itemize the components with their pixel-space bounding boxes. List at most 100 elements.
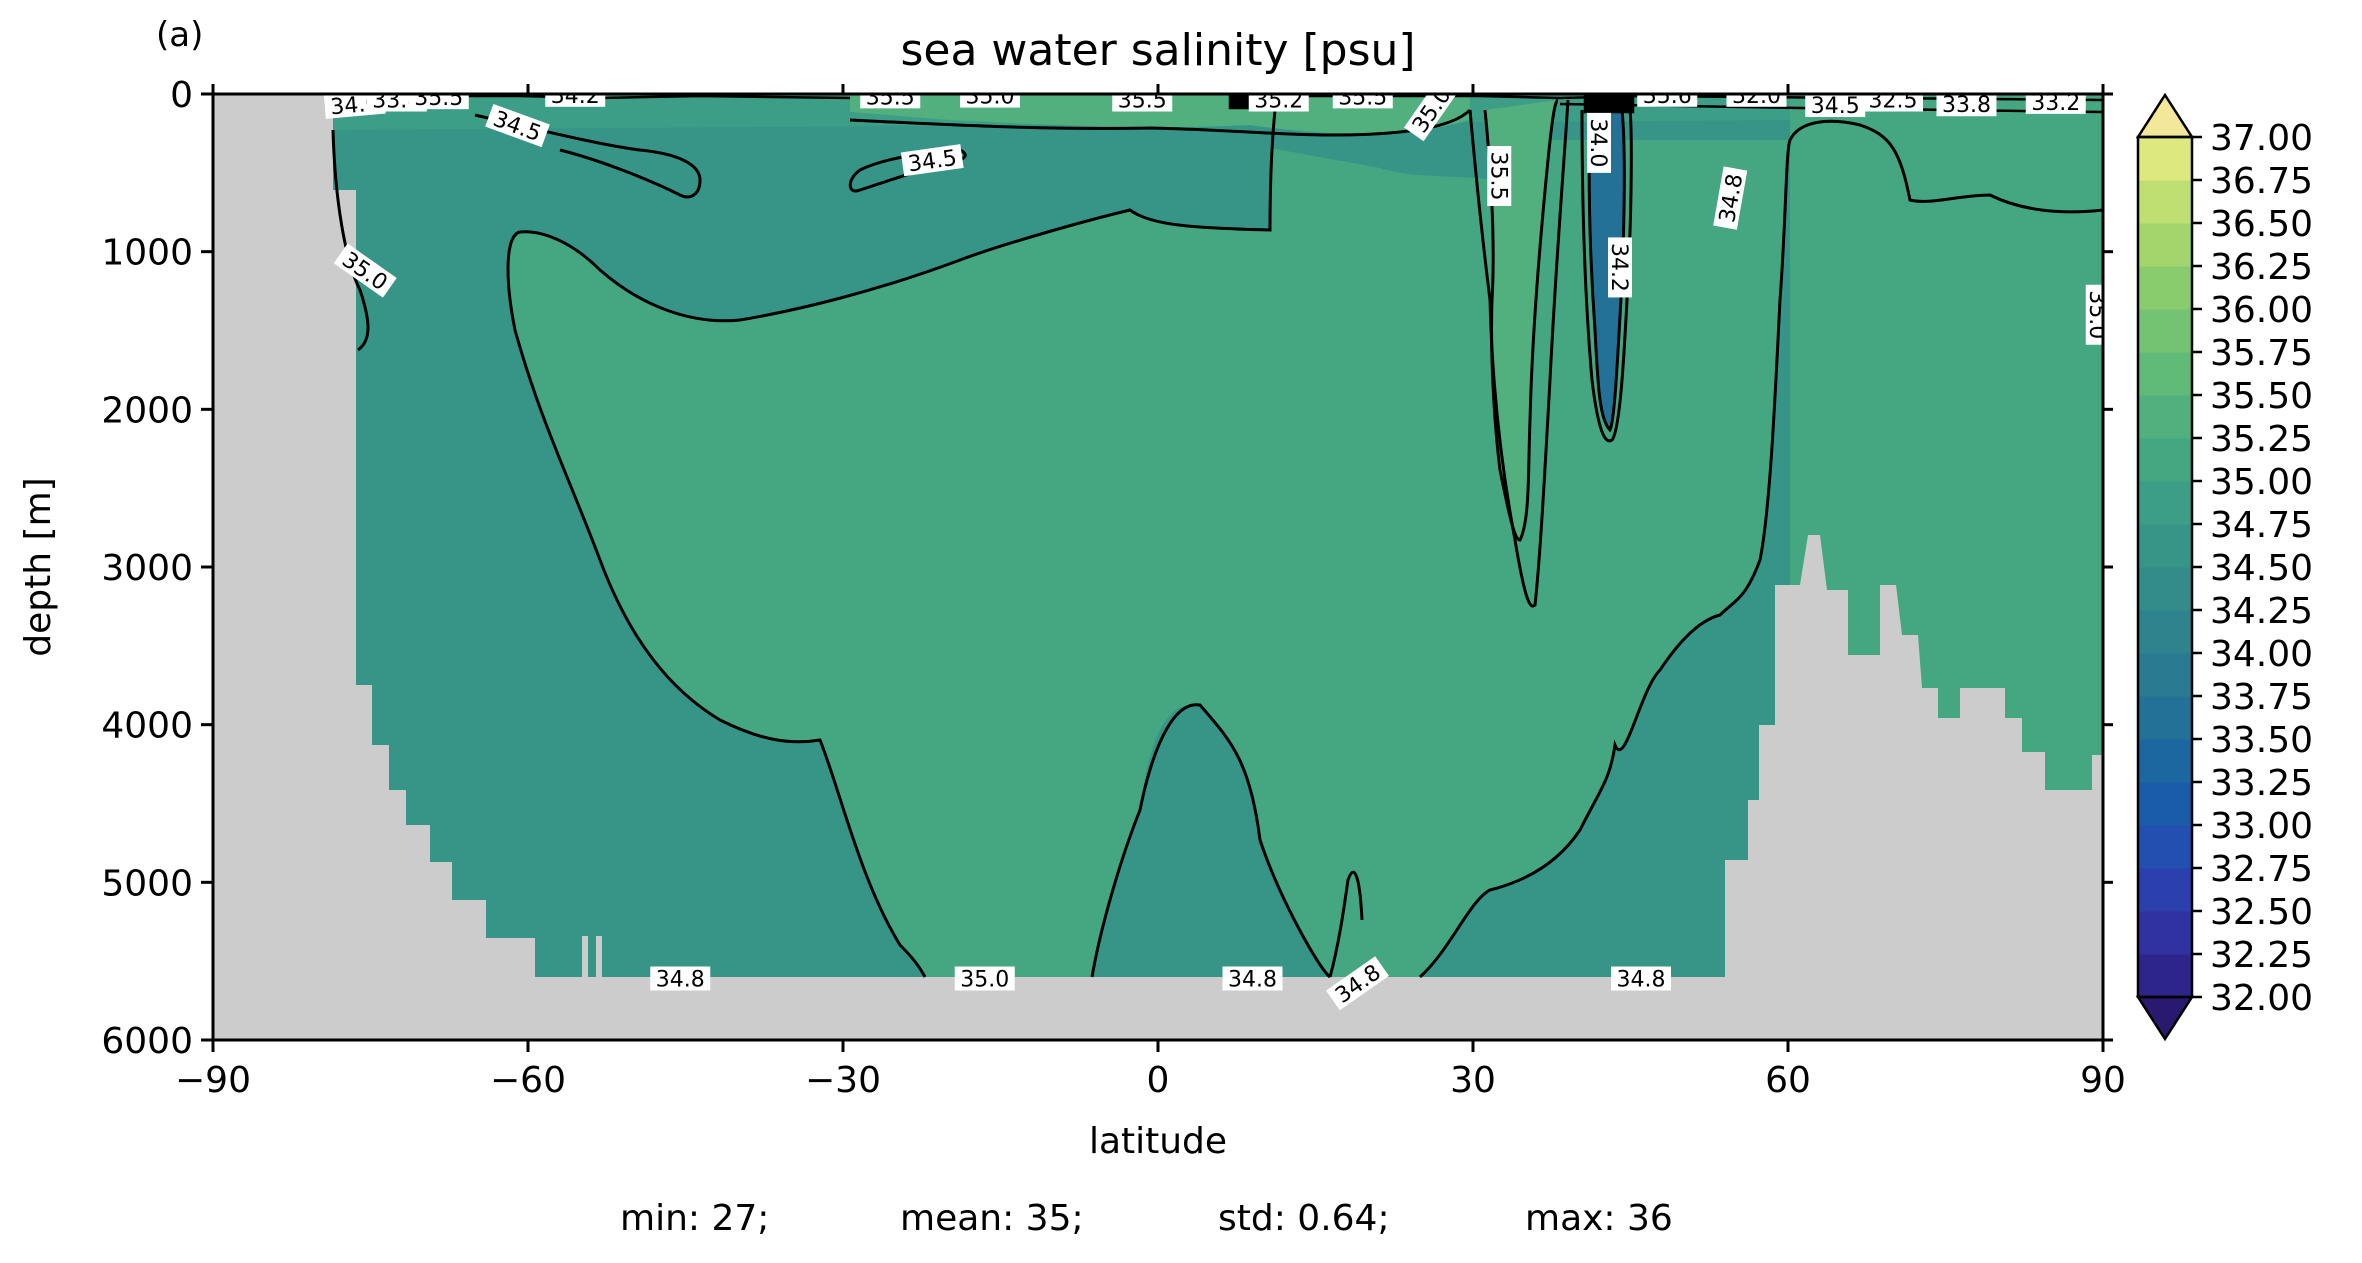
contour-label-bg	[1112, 94, 1173, 112]
contour-label-text: 35.5	[414, 86, 463, 111]
contour-34-8-equator	[1090, 703, 1332, 979]
colorbar-tick-label: 32.75	[2210, 849, 2313, 890]
x-tick-label: −30	[805, 1060, 881, 1101]
contour-label-bg	[1332, 94, 1393, 109]
colorbar-band	[2138, 567, 2192, 611]
contour-label: 34.8	[1611, 966, 1671, 993]
ocean-region-low-plume	[1589, 110, 1625, 430]
contour-lines	[331, 98, 2103, 979]
contour-label-bg	[1248, 94, 1309, 112]
colorbar: 32.0032.2532.5032.7533.0033.2533.5033.75…	[2135, 92, 2313, 1042]
contour-label-bg	[333, 243, 397, 298]
contour-label-bg	[1222, 966, 1283, 991]
colorbar-band	[2138, 911, 2192, 955]
contour-label-text: 35.2	[1254, 89, 1303, 114]
contour-label-text: 35.5	[1338, 85, 1387, 110]
contour-label-bg	[954, 966, 1015, 991]
contour-label-bg	[1713, 166, 1748, 230]
contour-label: 35.6	[1637, 94, 1698, 109]
colorbar-band	[2138, 395, 2192, 439]
colorbar-band	[2138, 954, 2192, 998]
contour-label-text: 35.5	[866, 85, 915, 110]
stat-std: std: 0.64;	[1218, 1198, 1390, 1239]
y-tick-label: 4000	[101, 706, 193, 747]
colorbar-tick-label: 37.00	[2210, 118, 2313, 159]
x-tick-label: 90	[2080, 1060, 2126, 1101]
x-tick-label: −60	[490, 1060, 566, 1101]
ocean-region-med-tongue	[1485, 100, 1558, 540]
contour-label: 34.2	[1606, 237, 1632, 298]
contour-label-text: 34.8	[1228, 968, 1277, 993]
contour-label: 35.5	[1332, 85, 1393, 110]
colorbar-extend-min	[2135, 995, 2195, 1042]
contour-label-bg	[1805, 94, 1866, 118]
y-tick-label: 1000	[101, 233, 193, 274]
contour-34-2-plume	[1580, 109, 1633, 443]
contour-label: 35.5	[1485, 145, 1512, 206]
colorbar-tick-label: 36.50	[2210, 204, 2313, 245]
contour-label-bg	[1611, 966, 1671, 991]
colorbar-extend-max	[2135, 92, 2195, 139]
contour-label: 35.5	[1112, 89, 1173, 114]
colorbar-tick-label: 33.25	[2210, 763, 2313, 804]
contour-label: 34.5	[1805, 94, 1866, 119]
contour-34-8-north	[1418, 139, 1792, 979]
contour-label-bg	[1936, 94, 1997, 117]
contour-label: 33.8	[1936, 94, 1997, 118]
stat-mean: mean: 35;	[900, 1198, 1084, 1239]
colorbar-tick-label: 32.50	[2210, 892, 2313, 933]
colorbar-band	[2138, 223, 2192, 267]
plot-area: 34.033.835.5 34.234.535.034.535.5 35.0 35.5…	[213, 85, 2103, 1040]
contour-label-bg	[960, 94, 1020, 108]
colorbar-tick-label: 35.75	[2210, 333, 2313, 374]
contour-label-text: 35.5	[1118, 89, 1167, 114]
colorbar-tick-label: 35.00	[2210, 462, 2313, 503]
contour-label: 34.8	[1222, 966, 1283, 993]
contour-label-bg	[1863, 94, 1923, 112]
contour-label-bg	[408, 94, 469, 110]
colorbar-tick-label: 33.75	[2210, 677, 2313, 718]
colorbar-band	[2138, 868, 2192, 912]
contour-34-8-south	[331, 129, 370, 352]
contour-label: 32.0	[1726, 94, 1787, 109]
contour-label-bg	[860, 94, 921, 109]
colorbar-band	[2138, 825, 2192, 869]
contour-label-bg	[1726, 94, 1787, 107]
contour-label-text: 34.0	[1585, 118, 1610, 167]
contour-label: 35.5	[408, 86, 469, 111]
contour-34-0-plume	[1587, 109, 1626, 433]
contour-label-text: 35.0	[960, 968, 1009, 993]
colorbar-tick-label: 35.50	[2210, 376, 2313, 417]
stat-max: max: 36	[1525, 1198, 1673, 1239]
colorbar-band	[2138, 352, 2192, 396]
contour-label-bg	[1487, 145, 1512, 206]
contour-label: 34.0	[1585, 112, 1611, 173]
panel-label: (a)	[156, 15, 203, 55]
colorbar-tick-label: 36.75	[2210, 161, 2313, 202]
colorbar-tick-label: 34.00	[2210, 634, 2313, 675]
contour-35-5-med	[1483, 98, 1560, 542]
colorbar-tick-label: 35.25	[2210, 419, 2313, 460]
colorbar-band	[2138, 438, 2192, 482]
contour-label: 35.0	[2084, 284, 2103, 345]
y-tick-label: 3000	[101, 548, 193, 589]
contour-label-bg	[1608, 237, 1632, 298]
contour-label-bg	[485, 103, 550, 148]
x-tick-label: 0	[1147, 1060, 1170, 1101]
colorbar-band	[2138, 653, 2192, 697]
contour-label: 34.8	[650, 966, 711, 993]
contour-label: 32.5	[1863, 94, 1923, 114]
colorbar-tick-label: 32.25	[2210, 935, 2313, 976]
summary-stats: min: 27; mean: 35; std: 0.64; max: 36	[0, 1198, 2362, 1248]
y-tick-label: 6000	[101, 1021, 193, 1062]
contour-label: 34.2	[545, 94, 606, 109]
chart-title: sea water salinity [psu]	[900, 25, 1415, 76]
y-tick-label: 5000	[101, 863, 193, 904]
stat-min: min: 27;	[620, 1198, 770, 1239]
colorbar-tick-label: 33.50	[2210, 720, 2313, 761]
contour-label-bg	[1587, 112, 1611, 173]
contour-label-bg	[545, 94, 606, 107]
contour-35-0-upper	[519, 109, 1277, 323]
contour-34-8-mid	[1328, 870, 1364, 978]
